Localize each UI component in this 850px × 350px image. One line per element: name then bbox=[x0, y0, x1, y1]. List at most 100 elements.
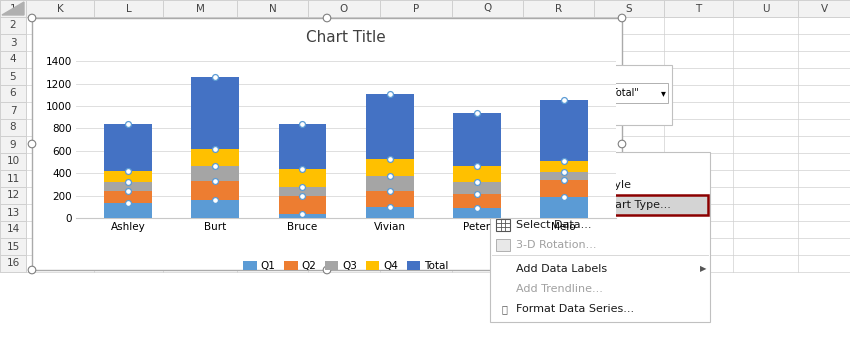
Legend: Q1, Q2, Q3, Q4, Total: Q1, Q2, Q3, Q4, Total bbox=[239, 257, 453, 275]
Bar bbox=[453, 195, 501, 208]
Text: 11: 11 bbox=[6, 174, 20, 183]
Bar bbox=[490, 65, 672, 125]
Bar bbox=[508, 130, 514, 142]
Bar bbox=[279, 214, 326, 218]
Bar bbox=[490, 152, 710, 322]
Text: U: U bbox=[762, 4, 769, 14]
Point bbox=[296, 167, 309, 172]
Bar bbox=[105, 191, 152, 203]
Bar bbox=[540, 197, 587, 218]
Text: Q: Q bbox=[484, 4, 491, 14]
Bar bbox=[279, 196, 326, 213]
Bar bbox=[0, 0, 26, 17]
Text: M: M bbox=[196, 4, 205, 14]
Bar bbox=[366, 159, 413, 176]
Bar bbox=[594, 0, 664, 17]
Bar bbox=[380, 0, 452, 17]
Bar bbox=[105, 182, 152, 191]
Text: Reset to Match Style: Reset to Match Style bbox=[516, 180, 631, 190]
Text: 🪣: 🪣 bbox=[506, 77, 513, 87]
Bar bbox=[0, 136, 26, 153]
Text: 16: 16 bbox=[6, 259, 20, 268]
Bar bbox=[0, 34, 26, 51]
Text: 3: 3 bbox=[9, 37, 16, 48]
Point bbox=[208, 146, 222, 151]
Bar bbox=[494, 197, 498, 209]
Bar bbox=[26, 0, 94, 17]
Text: V: V bbox=[820, 4, 828, 14]
Bar bbox=[664, 0, 733, 17]
Bar bbox=[0, 238, 26, 255]
Point bbox=[382, 173, 396, 179]
Text: 1: 1 bbox=[9, 4, 16, 14]
Bar bbox=[516, 134, 522, 142]
Text: Add Trendline...: Add Trendline... bbox=[516, 284, 603, 294]
Bar bbox=[0, 17, 26, 34]
Bar bbox=[494, 202, 498, 209]
Text: 7: 7 bbox=[9, 105, 16, 116]
Bar bbox=[540, 100, 587, 161]
Text: 2: 2 bbox=[9, 21, 16, 30]
Circle shape bbox=[323, 266, 331, 274]
Bar bbox=[0, 102, 26, 119]
Bar bbox=[105, 171, 152, 182]
Bar bbox=[191, 200, 240, 218]
Bar bbox=[453, 182, 501, 195]
Bar bbox=[733, 0, 798, 17]
Text: Fill: Fill bbox=[502, 101, 516, 111]
Text: ▶: ▶ bbox=[700, 265, 706, 273]
Point bbox=[122, 179, 135, 185]
Bar bbox=[163, 0, 237, 17]
Bar bbox=[540, 172, 587, 181]
Text: 9: 9 bbox=[9, 140, 16, 149]
Point bbox=[208, 197, 222, 203]
Bar bbox=[452, 0, 523, 17]
Bar bbox=[0, 119, 26, 136]
Point bbox=[470, 110, 484, 116]
Bar bbox=[523, 0, 594, 17]
Bar bbox=[279, 187, 326, 196]
Bar bbox=[500, 134, 506, 142]
Text: R: R bbox=[555, 4, 562, 14]
Text: 14: 14 bbox=[6, 224, 20, 234]
Point bbox=[296, 211, 309, 216]
Bar bbox=[453, 208, 501, 218]
Bar bbox=[366, 176, 413, 190]
Bar bbox=[0, 170, 26, 187]
Text: ✏: ✏ bbox=[541, 77, 550, 87]
Text: 3-D Rotation...: 3-D Rotation... bbox=[516, 240, 597, 250]
Text: Select Data...: Select Data... bbox=[516, 220, 592, 230]
Text: Outline: Outline bbox=[527, 101, 563, 111]
Text: O: O bbox=[340, 4, 348, 14]
Circle shape bbox=[28, 140, 36, 148]
Text: Format Data Series...: Format Data Series... bbox=[516, 304, 634, 314]
Bar bbox=[570, 83, 668, 103]
Point bbox=[470, 164, 484, 169]
Bar bbox=[0, 51, 26, 68]
Bar bbox=[0, 187, 26, 204]
Bar bbox=[366, 94, 413, 159]
Point bbox=[122, 168, 135, 174]
Bar bbox=[191, 167, 240, 181]
Bar bbox=[0, 153, 26, 170]
Circle shape bbox=[618, 140, 626, 148]
Text: ↺: ↺ bbox=[499, 178, 509, 191]
Point bbox=[557, 178, 570, 183]
Bar bbox=[532, 71, 558, 97]
Bar bbox=[279, 169, 326, 187]
Text: N: N bbox=[269, 4, 276, 14]
Bar bbox=[0, 85, 26, 102]
Text: Delete: Delete bbox=[516, 160, 552, 170]
Point bbox=[296, 121, 309, 127]
Point bbox=[296, 193, 309, 198]
Point bbox=[122, 188, 135, 194]
Bar bbox=[453, 113, 501, 167]
Bar bbox=[0, 221, 26, 238]
Point bbox=[208, 74, 222, 80]
Text: 4: 4 bbox=[9, 55, 16, 64]
Bar bbox=[191, 148, 240, 167]
Point bbox=[382, 188, 396, 193]
Text: 📊: 📊 bbox=[501, 304, 507, 314]
Bar bbox=[540, 181, 587, 197]
Bar bbox=[105, 124, 152, 171]
